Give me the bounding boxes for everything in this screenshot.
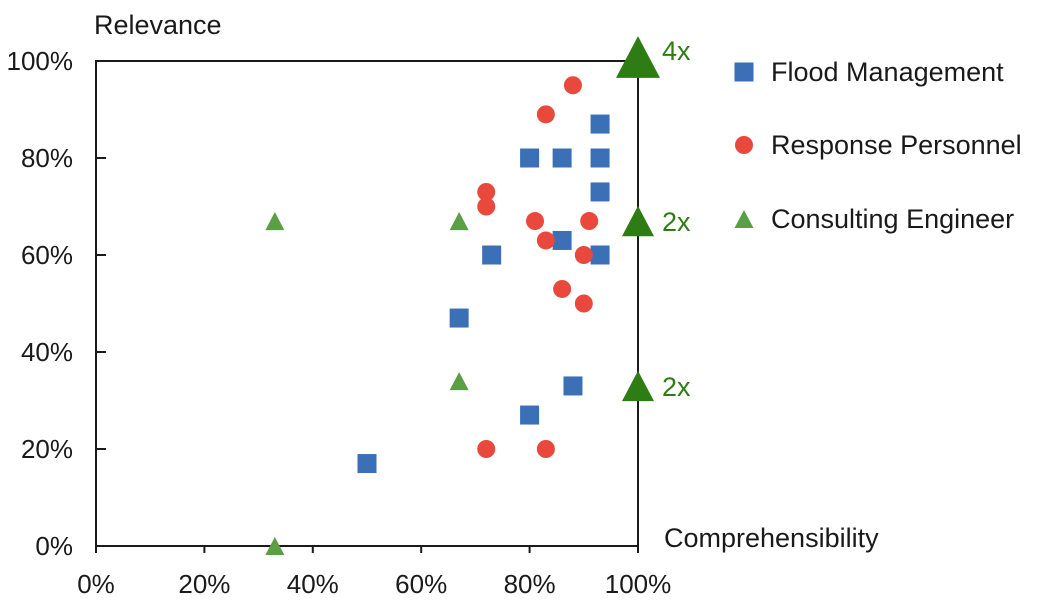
- legend-label: Flood Management: [771, 57, 1004, 87]
- circle-point: [553, 279, 572, 298]
- circle-point: [477, 182, 496, 201]
- triangle-point: [265, 212, 285, 231]
- x-tick-label: 0%: [77, 569, 115, 599]
- square-point: [552, 230, 572, 250]
- x-tick-label: 80%: [504, 569, 556, 599]
- triangle-point: [265, 536, 285, 556]
- square-point: [590, 245, 610, 265]
- y-axis: 0% 20% 40% 60% 80% 100%: [7, 46, 106, 561]
- square-point: [590, 182, 610, 202]
- legend-label: Response Personnel: [771, 130, 1022, 160]
- x-tick-label: 40%: [287, 569, 339, 599]
- circle-point: [477, 440, 496, 458]
- edge-triangle-marker: [622, 205, 654, 237]
- y-tick-label: 20%: [21, 434, 73, 464]
- circle-point: [536, 231, 555, 250]
- edge-markers: 4x 2x 2x: [616, 36, 691, 402]
- y-tick-label: 80%: [21, 143, 73, 173]
- legend-triangle-marker: [734, 209, 754, 229]
- square-point: [482, 245, 502, 265]
- square-point: [520, 148, 540, 168]
- y-tick-label: 0%: [35, 531, 73, 561]
- triangle-point: [449, 212, 469, 231]
- edge-marker-label: 2x: [662, 372, 691, 402]
- y-tick-label: 40%: [21, 337, 73, 367]
- square-point: [357, 454, 377, 474]
- circle-point: [580, 212, 599, 231]
- data-points: [265, 76, 610, 556]
- square-point: [449, 308, 469, 328]
- circle-point: [563, 76, 582, 95]
- edge-marker-label: 2x: [662, 207, 691, 237]
- legend: Flood Management Response Personnel Consul…: [734, 57, 1022, 234]
- legend-square-marker: [734, 62, 754, 82]
- y-axis-title: Relevance: [94, 10, 222, 40]
- x-tick-label: 100%: [605, 569, 672, 599]
- circle-point: [536, 105, 555, 124]
- legend-circle-marker: [735, 136, 753, 154]
- x-tick-label: 60%: [395, 569, 447, 599]
- square-point: [590, 114, 610, 134]
- edge-triangle-marker: [622, 370, 654, 402]
- circle-point: [574, 246, 593, 264]
- triangle-point: [449, 372, 469, 391]
- square-point: [590, 148, 610, 168]
- square-point: [563, 376, 583, 396]
- y-tick-label: 60%: [21, 240, 73, 270]
- circle-point: [477, 197, 496, 216]
- x-axis-title: Comprehensibility: [664, 523, 879, 553]
- edge-marker-label: 4x: [662, 36, 691, 66]
- circle-point: [536, 440, 555, 458]
- y-tick-label: 100%: [7, 46, 74, 76]
- x-tick-label: 20%: [178, 569, 230, 599]
- x-axis: 0% 20% 40% 60% 80% 100%: [77, 546, 671, 599]
- circle-point: [526, 212, 545, 231]
- square-point: [520, 405, 540, 425]
- plot-area-frame: [95, 60, 639, 547]
- edge-triangle-marker: [616, 36, 660, 78]
- square-point: [552, 148, 572, 168]
- legend-label: Consulting Engineer: [771, 204, 1014, 234]
- circle-point: [574, 294, 593, 313]
